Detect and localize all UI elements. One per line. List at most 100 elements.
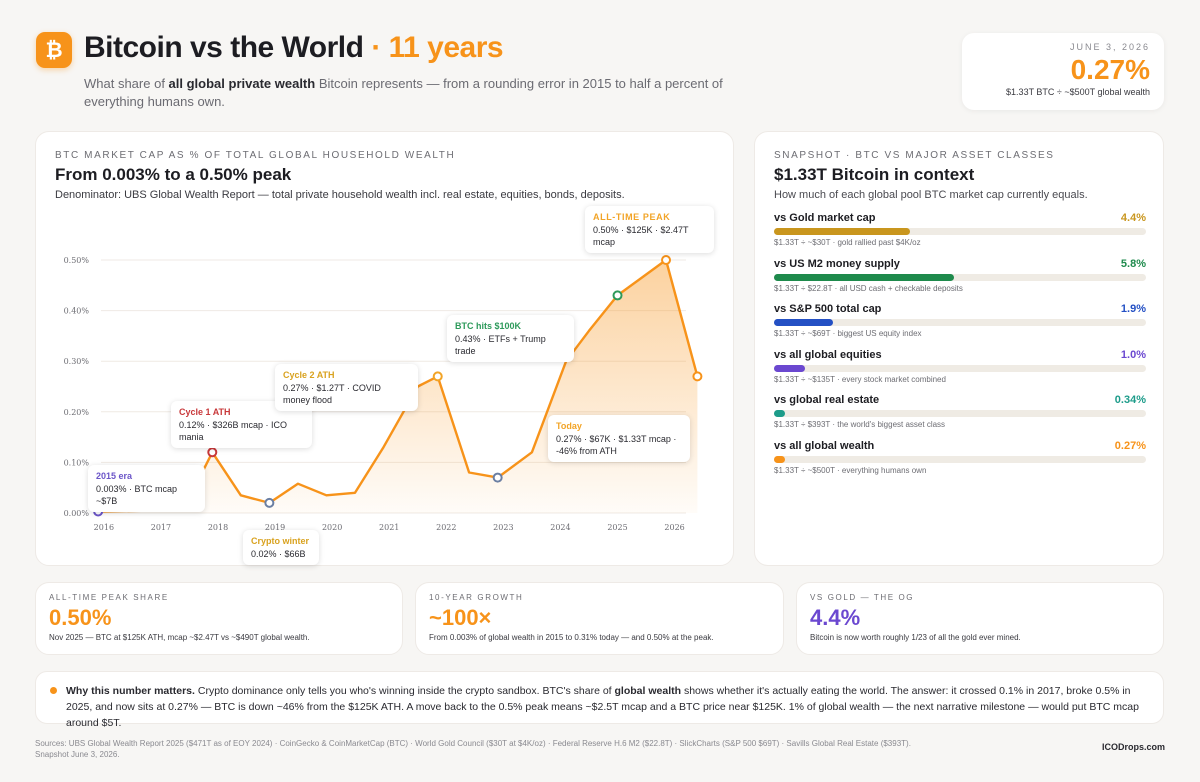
comparison-bar-fill xyxy=(774,410,786,417)
data-point-marker xyxy=(207,447,218,458)
y-tick-label: 0.20% xyxy=(64,408,90,417)
annotation-cycle2: Cycle 2 ATH 0.27% · $1.27T · COVID money… xyxy=(275,364,418,411)
chart-description: Denominator: UBS Global Wealth Report — … xyxy=(55,189,625,201)
why-title: Why this number matters. xyxy=(66,685,195,697)
y-tick-label: 0.40% xyxy=(64,307,90,316)
comparison-note: $1.33T ÷ ~$69T · biggest US equity index xyxy=(774,329,922,338)
annotation-title: Crypto winter xyxy=(251,536,310,546)
annotation-title: Cycle 2 ATH xyxy=(283,370,335,380)
stat-eyebrow: ALL-TIME PEAK SHARE xyxy=(49,593,169,602)
subtitle-pre: What share of xyxy=(84,76,169,91)
stat-value: 0.50% xyxy=(49,605,112,630)
annotation-title: Cycle 1 ATH xyxy=(179,407,231,417)
stat-note: Nov 2025 — BTC at $125K ATH, mcap ~$2.47… xyxy=(49,633,310,642)
why-text-2: shows whether it's actually eating the w… xyxy=(66,685,1139,729)
data-point-marker xyxy=(612,290,623,301)
comparison-value: 1.9% xyxy=(1120,303,1146,315)
comparison-label: vs all global equities xyxy=(774,348,882,361)
comparison-label: vs all global wealth xyxy=(774,439,875,452)
annotation-title: Today xyxy=(556,421,582,431)
snapshot-description: How much of each global pool BTC market … xyxy=(774,189,1088,201)
comparison-bar-track xyxy=(774,455,1146,463)
series-line xyxy=(98,258,699,513)
snapshot-card: SNAPSHOT · BTC VS MAJOR ASSET CLASSES $1… xyxy=(754,131,1164,566)
comparison-row: vs Gold market cap 4.4% $1.33T ÷ ~$30T · g… xyxy=(774,212,1146,247)
stat-eyebrow: 10-YEAR GROWTH xyxy=(429,593,524,602)
stat-value: 4.4% xyxy=(810,605,861,630)
stat-value: ~100× xyxy=(429,605,492,630)
subtitle-post: Bitcoin represents — from a rounding err… xyxy=(84,76,723,109)
annotation-text: 0.50% · $125K · $2.47T mcap xyxy=(593,225,689,247)
x-tick-label: 2019 xyxy=(265,523,285,532)
bullet-dot-icon xyxy=(50,687,57,694)
annotation-title: 2015 era xyxy=(96,471,133,481)
x-tick-label: 2021 xyxy=(379,523,399,532)
comparison-bar-fill xyxy=(774,364,805,372)
x-tick-label: 2020 xyxy=(322,523,342,532)
x-tick-label: 2026 xyxy=(664,523,684,532)
comparison-label: vs Gold market cap xyxy=(774,212,876,224)
brand-link[interactable]: ICODrops.com xyxy=(1101,742,1165,752)
annotation-text: 0.27% · $1.27T · COVID money flood xyxy=(283,383,381,405)
subtitle-bold: all global private wealth xyxy=(168,76,316,91)
btc-share-chart: 0.00% 0.10% 0.20% 0.30% 0.40% 0.50% 2016 2017 20… xyxy=(64,255,703,532)
bitcoin-icon: ₿ xyxy=(45,37,63,62)
comparison-bar-fill xyxy=(774,228,911,235)
comparison-bar-fill xyxy=(774,319,833,326)
comparison-value: 0.34% xyxy=(1114,394,1146,406)
comparison-value: 4.4% xyxy=(1120,212,1146,224)
comparison-note: $1.33T ÷ $22.8T · all USD cash + checkab… xyxy=(774,283,963,293)
y-tick-label: 0.50% xyxy=(64,256,90,265)
comparison-bar-track xyxy=(774,410,1146,417)
x-tick-label: 2017 xyxy=(151,523,171,532)
data-point-marker xyxy=(432,371,443,382)
snapshot-headline: $1.33T Bitcoin in context xyxy=(774,165,975,184)
data-point-marker xyxy=(661,255,672,265)
why-bold: global wealth xyxy=(614,685,682,697)
comparison-value: 0.27% xyxy=(1114,439,1146,452)
chart-card: BTC MARKET CAP AS % OF TOTAL GLOBAL HOUS… xyxy=(35,131,734,566)
comparison-bar-fill xyxy=(774,273,954,281)
annotation-today: Today 0.27% · $67K · $1.33T mcap · -46% … xyxy=(548,415,690,462)
annotation-text: 0.27% · $67K · $1.33T mcap · -46% from A… xyxy=(556,434,677,456)
page-title: Bitcoin vs the World · 11 years xyxy=(84,31,504,65)
comparison-value: 5.8% xyxy=(1120,257,1146,270)
comparison-bar-track xyxy=(774,228,1146,235)
stat-eyebrow: VS GOLD — THE OG xyxy=(810,593,915,602)
kpi-note: $1.33T BTC ÷ ~$500T global wealth xyxy=(1006,87,1150,97)
x-tick-label: 2018 xyxy=(208,523,228,532)
x-tick-label: 2023 xyxy=(493,523,513,532)
kpi-date: JUNE 3, 2026 xyxy=(1069,42,1150,52)
sources-text: Sources: UBS Global Wealth Report 2025 (… xyxy=(35,739,911,759)
chart-headline: From 0.003% to a 0.50% peak xyxy=(55,165,292,184)
chart-eyebrow: BTC MARKET CAP AS % OF TOTAL GLOBAL HOUS… xyxy=(55,150,456,161)
annotation-2015: 2015 era 0.003% · BTC mcap ~$7B xyxy=(88,465,205,512)
comparison-bar-track xyxy=(774,319,1146,326)
annotation-all-time-peak: ALL-TIME PEAK 0.50% · $125K · $2.47T mca… xyxy=(585,206,714,253)
series-area xyxy=(98,260,698,513)
comparison-row: vs all global equities 1.0% $1.33T ÷ ~$135… xyxy=(774,349,1146,384)
comparison-bar-track xyxy=(774,273,1146,281)
snapshot-eyebrow: SNAPSHOT · BTC VS MAJOR ASSET CLASSES xyxy=(774,150,1055,161)
comparison-row: vs S&P 500 total cap 1.9% $1.33T ÷ ~$69T ·… xyxy=(774,303,1146,338)
x-tick-label: 2025 xyxy=(607,523,627,532)
data-point-marker xyxy=(264,497,275,508)
data-point-marker xyxy=(692,371,703,382)
comparison-note: $1.33T ÷ $393T · the world's biggest ass… xyxy=(774,420,946,429)
why-text-1: Crypto dominance only tells you who's wi… xyxy=(194,685,615,697)
data-point-marker xyxy=(492,472,503,483)
comparison-label: vs global real estate xyxy=(774,394,880,406)
annotation-title: ALL-TIME PEAK xyxy=(593,212,671,222)
comparison-bar-track xyxy=(774,364,1146,372)
comparison-note: $1.33T ÷ ~$135T · every stock market com… xyxy=(774,374,946,384)
x-tick-label: 2022 xyxy=(436,523,456,532)
comparison-row: vs all global wealth 0.27% $1.33T ÷ ~$500T… xyxy=(774,440,1146,475)
y-tick-label: 0.30% xyxy=(64,357,90,366)
page-subtitle: What share of all global private wealth … xyxy=(84,75,784,111)
comparison-note: $1.33T ÷ ~$30T · gold rallied past $4K/o… xyxy=(774,238,921,247)
stat-card-peak: ALL-TIME PEAK SHARE 0.50% Nov 2025 — BTC… xyxy=(35,582,403,655)
bitcoin-logo: ₿ xyxy=(36,32,72,68)
x-tick-label: 2016 xyxy=(94,523,114,532)
comparison-value: 1.0% xyxy=(1120,348,1146,361)
y-tick-label: 0.10% xyxy=(64,458,90,467)
